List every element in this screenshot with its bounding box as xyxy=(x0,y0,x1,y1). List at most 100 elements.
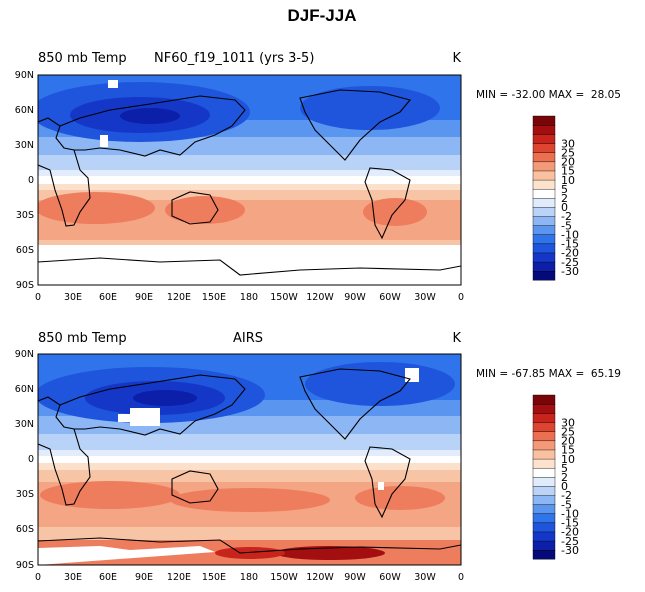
panel-1-ytick-5: 60S xyxy=(16,245,34,256)
panel-2-frame xyxy=(37,353,462,566)
panel-2-colorbar-swatch xyxy=(532,394,556,405)
panel-2-colorbar-label: 0 xyxy=(561,480,568,493)
panel-1-colorbar-swatch xyxy=(532,216,556,226)
panel-2-colorbar-label: -15 xyxy=(561,517,579,530)
panel-2-colorbar-label: -10 xyxy=(561,507,579,520)
panel-2-colorbar-swatch xyxy=(532,449,556,460)
panel-2-colorbar-swatch xyxy=(532,540,556,551)
panel-1-colorbar-swatch xyxy=(532,170,556,181)
panel-2-colorbar-label: -30 xyxy=(561,544,579,557)
panel-1-colorbar-label: 2 xyxy=(561,192,568,205)
panel-1-colorbar-label: -25 xyxy=(561,256,579,269)
panel-2-colorbar-swatch xyxy=(532,513,556,524)
panel-1-colorbar-label: 5 xyxy=(561,183,568,196)
panel-2-x-axis: 0 30E 60E 90E 120E 150E 180 150W 120W 90… xyxy=(35,572,464,583)
panel-2-xtick-11: 30W xyxy=(414,572,436,583)
panel-1-colorbar-label: -15 xyxy=(561,238,579,251)
panel-2-colorbar-swatch xyxy=(532,467,556,478)
panel-2-ytick-5: 60S xyxy=(16,524,34,535)
panel-1-title-left: 850 mb Temp xyxy=(38,51,127,66)
panel-1-xtick-9: 90W xyxy=(344,292,366,303)
panel-2-xtick-7: 150W xyxy=(270,572,298,583)
panel-1-colorbar-swatch xyxy=(532,206,556,217)
panel-1-colorbar-label: -20 xyxy=(561,247,579,260)
panel-1-colorbar-swatch xyxy=(532,152,556,163)
panel-1-xtick-3: 90E xyxy=(135,292,153,303)
panel-1-xtick-1: 30E xyxy=(64,292,82,303)
panel-1-frame xyxy=(37,74,462,286)
panel-1-xtick-7: 150W xyxy=(270,292,298,303)
panel-2-colorbar-swatch xyxy=(532,422,556,432)
panel-2-colorbar-label: 30 xyxy=(561,416,575,429)
panel-2-colorbar-label: -20 xyxy=(561,526,579,539)
panel-1-xtick-11: 30W xyxy=(414,292,436,303)
panel-1-colorbar-label: 10 xyxy=(561,174,575,187)
panel-2-colorbar-label: 15 xyxy=(561,444,575,457)
panel-1-min-max: MIN = -32.00 MAX = 28.05 xyxy=(476,89,621,101)
panel-2-colorbar-label: 5 xyxy=(561,462,568,475)
panel-1-colorbar-label: 30 xyxy=(561,137,575,150)
panel-1-ytick-4: 30S xyxy=(16,210,34,221)
panel-2: 850 mb Temp AIRS K xyxy=(15,331,621,583)
panel-1-colorbar-label: 15 xyxy=(561,165,575,178)
panel-2-colorbar-swatch xyxy=(532,440,556,451)
panel-2-colorbar-swatch xyxy=(532,431,556,442)
panel-2-y-axis: 90N 60N 30N 0 30S 60S 90S xyxy=(15,349,34,571)
panel-1-colorbar-swatch xyxy=(532,124,556,135)
panel-2-colorbar-label: 10 xyxy=(561,453,575,466)
panel-1-colorbar-swatch xyxy=(532,197,556,208)
panel-2-colorbar-label: -25 xyxy=(561,535,579,548)
panel-1-colorbar-label: 25 xyxy=(561,146,575,159)
panel-1-colorbar-swatch xyxy=(532,134,556,144)
panel-2-xtick-1: 30E xyxy=(64,572,82,583)
panel-2-colorbar-swatch xyxy=(532,504,556,514)
panel-1-ytick-2: 30N xyxy=(15,140,34,151)
panel-2-coastlines xyxy=(38,368,461,554)
panel-1-colorbar-label: -5 xyxy=(561,219,572,232)
panel-2-colorbar-swatch xyxy=(532,413,556,423)
panel-1-colorbar-swatch xyxy=(532,143,556,153)
panel-1-colorbar-label: -10 xyxy=(561,228,579,241)
panel-2-ytick-3: 0 xyxy=(28,454,34,465)
panel-2-colorbar-swatch xyxy=(532,485,556,496)
panel-2-field xyxy=(38,354,461,565)
panel-2-colorbar-swatch xyxy=(532,522,556,533)
panel-1-colorbar-label: 20 xyxy=(561,156,575,169)
panel-2-title-center: AIRS xyxy=(233,331,263,346)
panel-1-colorbar-swatch xyxy=(532,161,556,172)
panel-1-colorbar-swatch xyxy=(532,252,556,263)
panel-2-min-max: MIN = -67.85 MAX = 65.19 xyxy=(476,368,621,380)
panel-1-coastlines xyxy=(38,89,461,276)
panel-2-colorbar-swatch xyxy=(532,495,556,505)
panel-2-xtick-3: 90E xyxy=(135,572,153,583)
panel-1-units: K xyxy=(452,51,461,66)
panel-2-ytick-0: 90N xyxy=(15,349,34,360)
panel-2-colorbar-swatch xyxy=(532,549,556,560)
panel-2-ytick-2: 30N xyxy=(15,419,34,430)
panel-1-colorbar-swatch xyxy=(532,179,556,190)
panel-2-ytick-1: 60N xyxy=(15,384,34,395)
panel-1-colorbar-swatch xyxy=(532,234,556,245)
panel-1-xtick-5: 150E xyxy=(202,292,226,303)
panel-1-ytick-0: 90N xyxy=(15,70,34,81)
panel-1-colorbar-swatch xyxy=(532,243,556,254)
panel-1-title-center: NF60_f19_1011 (yrs 3-5) xyxy=(154,51,314,66)
panel-1-colorbar-swatch xyxy=(532,115,556,126)
panel-2-xtick-12: 0 xyxy=(458,572,464,583)
panel-2-colorbar-label: 25 xyxy=(561,425,575,438)
panel-2-colorbar-swatch xyxy=(532,531,556,542)
panel-1-xtick-6: 180 xyxy=(240,292,258,303)
panel-2-units: K xyxy=(452,331,461,346)
panel-2-colorbar-swatch xyxy=(532,476,556,487)
panel-1-x-axis: 0 30E 60E 90E 120E 150E 180 150W 120W 90… xyxy=(35,292,464,303)
panel-2-xtick-8: 120W xyxy=(306,572,334,583)
panel-2-xtick-0: 0 xyxy=(35,572,41,583)
panel-1-ytick-3: 0 xyxy=(28,175,34,186)
panel-2-xtick-4: 120E xyxy=(167,572,191,583)
panel-1-colorbar-label: 0 xyxy=(561,201,568,214)
panel-2-xtick-5: 150E xyxy=(202,572,226,583)
figure-title: DJF-JJA xyxy=(288,6,357,25)
